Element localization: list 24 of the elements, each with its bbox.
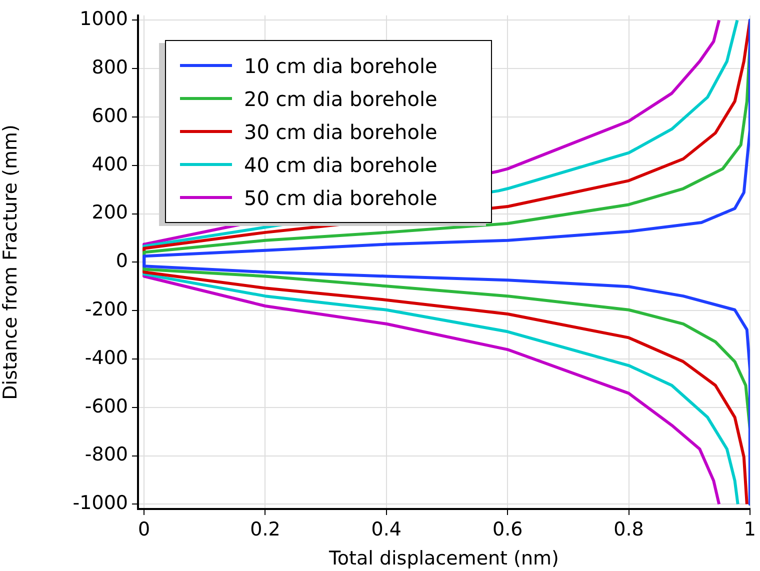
y-tick-label: -400 (84, 346, 128, 369)
legend-label: 50 cm dia borehole (244, 186, 438, 210)
legend-label: 10 cm dia borehole (244, 54, 438, 78)
legend-label: 20 cm dia borehole (244, 86, 438, 110)
y-tick-label: -200 (84, 298, 128, 321)
x-tick-label: 0 (138, 518, 150, 540)
y-tick-label: -800 (84, 444, 128, 466)
legend-label: 30 cm dia borehole (244, 120, 438, 144)
x-tick-label: 0.2 (250, 518, 280, 540)
y-tick-label: 1000 (80, 8, 128, 30)
x-tick-label: 0.8 (614, 518, 644, 540)
x-tick-label: 0.4 (371, 518, 402, 540)
legend-label: 40 cm dia borehole (244, 152, 438, 176)
x-axis-title: Total displacement (nm) (328, 548, 559, 570)
y-tick-label: 0 (116, 250, 128, 272)
y-tick-label: 200 (92, 202, 128, 224)
y-tick-label: -600 (84, 395, 128, 418)
y-axis-title: Distance from Fracture (mm) (0, 124, 22, 400)
y-tick-label: -1000 (72, 492, 128, 514)
x-tick-label: 0.6 (492, 518, 523, 540)
x-tick-label: 1 (744, 518, 756, 540)
y-tick-label: 800 (92, 56, 128, 79)
y-tick-label: 400 (92, 153, 128, 176)
y-tick-label: 600 (92, 104, 128, 127)
